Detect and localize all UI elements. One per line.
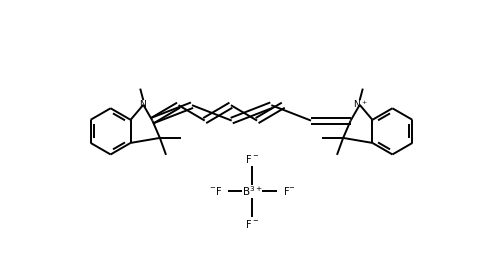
Text: F$^{-}$: F$^{-}$ (283, 185, 296, 197)
Text: F$^-$: F$^-$ (245, 218, 259, 230)
Text: B$^{3+}$: B$^{3+}$ (242, 184, 263, 198)
Text: $^{-}$F: $^{-}$F (209, 185, 222, 197)
Text: F$^-$: F$^-$ (245, 153, 259, 165)
Text: N$^+$: N$^+$ (353, 99, 368, 110)
Text: N: N (140, 100, 146, 109)
